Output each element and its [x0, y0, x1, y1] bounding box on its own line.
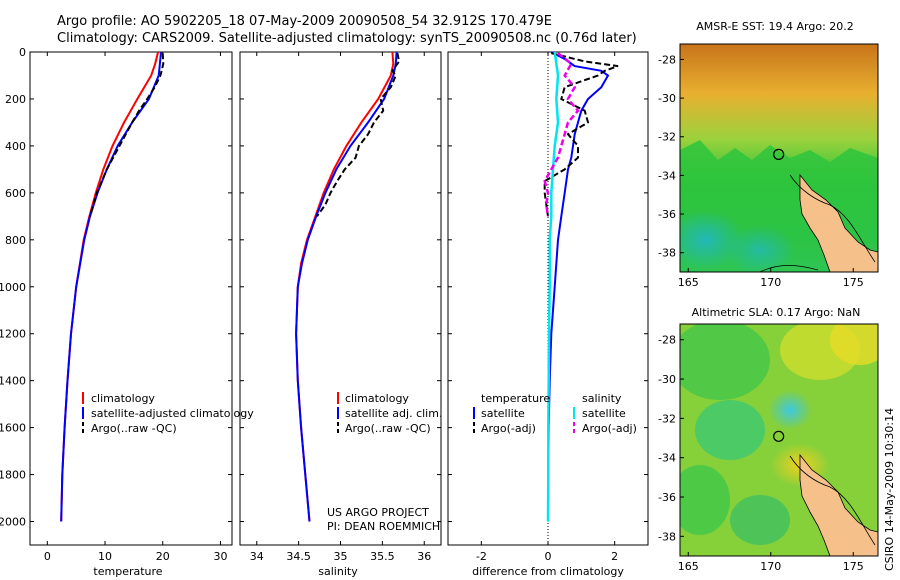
sla-argo-float-marker	[773, 430, 785, 442]
salinity-xtick-label: 35	[334, 550, 348, 563]
difference-xtick-label: 2	[611, 550, 618, 563]
legend-label-sal-argo: Argo(..raw -QC)	[345, 422, 431, 435]
sst-argo-float-marker	[773, 148, 785, 160]
figure-title-line2: Climatology: CARS2009. Satellite-adjuste…	[57, 31, 637, 46]
sal-argo-line	[316, 52, 401, 217]
sla-lat-tick-label: -32	[658, 412, 676, 425]
sla-lon-tick-label: 170	[760, 560, 781, 573]
depth-ytick-label: 1800	[0, 469, 26, 482]
legend-label-temp-argo: Argo(-adj)	[481, 422, 536, 435]
sla-lon-tick-label: 175	[843, 560, 864, 573]
sla-map-panel: Altimetric SLA: 0.17 Argo: NaN 165 170 175…	[658, 306, 879, 573]
temperature-xtick-label: 20	[156, 550, 170, 563]
legend-label-sal-satellite: satellite adj. clim.	[345, 407, 442, 420]
salinity-xtick-label: 34	[250, 550, 264, 563]
difference-legend: temperature satellite Argo(-adj) salinit…	[473, 392, 637, 435]
sla-map-frame	[679, 323, 879, 557]
sst-map-field	[680, 44, 878, 272]
salinity-panel: 34 34.5 35 35.5 36 salinity climatology sate…	[239, 51, 442, 578]
diff-temp-satellite-line	[547, 51, 610, 522]
temperature-panel: 0 10 20 30 0 200 400 600 800 1000 1200 1400 1600 1800…	[0, 46, 254, 578]
depth-ytick-label: 1000	[0, 281, 26, 294]
temperature-axes-frame	[29, 51, 233, 546]
sst-map-panel: AMSR-E SST: 19.4 Argo: 20.2 165 170 175 -28…	[658, 20, 879, 289]
sla-contour-line	[789, 455, 876, 546]
sla-land-mass	[799, 453, 878, 556]
salinity-xtick-label: 36	[417, 550, 431, 563]
temperature-xtick-label: 0	[44, 550, 51, 563]
salinity-axes-frame	[239, 51, 442, 546]
diff-sal-argo-line	[543, 52, 580, 217]
temperature-legend: climatology satellite-adjusted climatolo…	[82, 392, 254, 435]
sla-lat-tick-label: -30	[658, 373, 676, 386]
sst-contour-line	[789, 174, 876, 263]
sst-lon-tick-label: 170	[760, 276, 781, 289]
sla-lat-tick-label: -34	[658, 452, 676, 465]
temperature-xtick-label: 10	[98, 550, 112, 563]
salinity-legend: climatology satellite adj. clim. Argo(..…	[337, 392, 442, 435]
sst-lon-tick-label: 165	[678, 276, 699, 289]
legend-label-argo: Argo(..raw -QC)	[91, 422, 177, 435]
sst-lat-tick-label: -30	[658, 92, 676, 105]
credit-line1: US ARGO PROJECT	[327, 506, 429, 519]
temp-argo-line	[89, 53, 165, 217]
temperature-xlabel: temperature	[93, 565, 162, 578]
legend-title-salinity: salinity	[582, 392, 622, 405]
sst-lat-tick-label: -32	[658, 131, 676, 144]
depth-ytick-label: 400	[5, 140, 26, 153]
depth-ytick-label: 200	[5, 93, 26, 106]
sst-lon-tick-label: 175	[843, 276, 864, 289]
depth-ytick-label: 600	[5, 187, 26, 200]
diff-sal-satellite-line	[546, 51, 560, 522]
sst-lat-tick-label: -36	[658, 208, 676, 221]
salinity-xlabel: salinity	[318, 565, 358, 578]
salinity-xtick-label: 34.5	[286, 550, 311, 563]
sla-lat-tick-label: -36	[658, 491, 676, 504]
difference-xtick-label: 0	[545, 550, 552, 563]
legend-title-temperature: temperature	[481, 392, 550, 405]
sla-lat-tick-label: -38	[658, 530, 676, 543]
sal-satellite-adjusted-line	[295, 51, 398, 522]
footer-timestamp: CSIRO 14-May-2009 10:30:14	[883, 408, 896, 571]
legend-label-temp-satellite: satellite	[481, 407, 525, 420]
sla-lon-tick-label: 165	[678, 560, 699, 573]
depth-ytick-label: 1600	[0, 422, 26, 435]
sal-climatology-line	[295, 51, 395, 522]
sst-lat-tick-label: -38	[658, 247, 676, 260]
depth-ytick-label: 0	[19, 46, 26, 59]
difference-xlabel: difference from climatology	[472, 565, 624, 578]
depth-ytick-label: 1400	[0, 375, 26, 388]
depth-ytick-label: 1200	[0, 328, 26, 341]
salinity-xtick-label: 35.5	[370, 550, 395, 563]
sla-map-field	[680, 324, 878, 556]
legend-label-climatology: climatology	[91, 392, 155, 405]
depth-ytick-label: 800	[5, 234, 26, 247]
sst-map-title: AMSR-E SST: 19.4 Argo: 20.2	[696, 20, 854, 33]
sst-map-frame	[679, 43, 879, 273]
temp-satellite-adjusted-line	[60, 51, 162, 522]
figure-title-line1: Argo profile: AO 5902205_18 07-May-2009 …	[57, 14, 552, 29]
sst-lat-tick-label: -34	[658, 169, 676, 182]
credit-line2: PI: DEAN ROEMMICH	[327, 520, 440, 533]
sla-map-title: Altimetric SLA: 0.17 Argo: NaN	[692, 306, 861, 319]
difference-panel: -2 0 2 difference from climatology tempera…	[447, 51, 649, 578]
temperature-xtick-label: 30	[213, 550, 227, 563]
sla-lat-tick-label: -28	[658, 334, 676, 347]
legend-label-satellite-adjusted: satellite-adjusted climatology	[91, 407, 254, 420]
difference-xtick-label: -2	[476, 550, 487, 563]
legend-label-sal-diff-satellite: satellite	[582, 407, 626, 420]
sst-lat-tick-label: -28	[658, 53, 676, 66]
legend-label-sal-diff-argo: Argo(-adj)	[582, 422, 637, 435]
depth-ytick-label: 2000	[0, 516, 26, 529]
legend-label-sal-climatology: climatology	[345, 392, 409, 405]
